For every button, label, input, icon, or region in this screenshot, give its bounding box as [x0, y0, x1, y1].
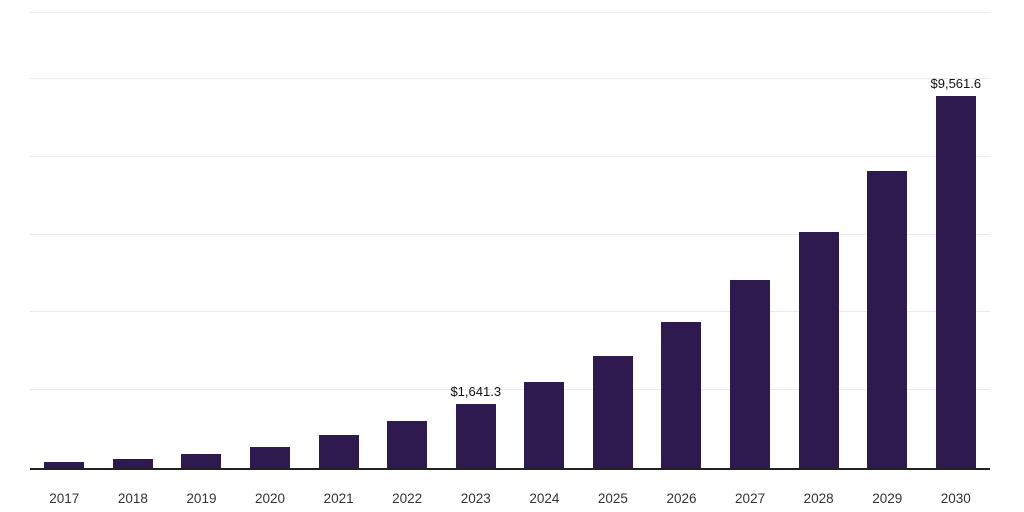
bar-2027 [730, 280, 771, 468]
gridline [30, 78, 990, 80]
x-tick-label-2019: 2019 [186, 491, 217, 506]
bar-slot-2025 [579, 13, 648, 468]
bar-2030 [935, 96, 976, 468]
x-tick-label-2030: 2030 [940, 491, 971, 506]
bar-slot-2022 [373, 13, 442, 468]
bar-slot-2023: $1,641.3 [441, 13, 510, 468]
bar-2029 [867, 171, 908, 468]
bar-2023 [455, 404, 496, 468]
bar-2019 [181, 454, 222, 468]
x-axis-labels: 2017 2018 2019 2020 2021 2022 2023 2024 2025 2026… [30, 491, 990, 506]
bar-2021 [318, 435, 359, 468]
x-tick-label-2021: 2021 [323, 491, 354, 506]
bar-value-label-2030: $9,561.6 [930, 76, 982, 92]
bar-2028 [798, 232, 839, 468]
x-tick-label-2022: 2022 [392, 491, 423, 506]
bar-2017 [44, 461, 85, 468]
x-tick-label-2026: 2026 [666, 491, 697, 506]
bar-slot-2026 [647, 13, 716, 468]
x-tick-label-2024: 2024 [529, 491, 560, 506]
bar-slot-2030: $9,561.6 [922, 13, 991, 468]
x-tick-label-2029: 2029 [872, 491, 903, 506]
plot-area: $1,641.3 $9,561.6 [30, 12, 990, 470]
bar-slot-2020 [236, 13, 305, 468]
bar-slot-2018 [99, 13, 168, 468]
bar-slot-2028 [784, 13, 853, 468]
bar-slot-2024 [510, 13, 579, 468]
bar-slot-2019 [167, 13, 236, 468]
x-tick-label-2025: 2025 [597, 491, 628, 506]
bar-2025 [592, 355, 633, 468]
bar-slot-2017 [30, 13, 99, 468]
bar-2024 [524, 382, 565, 468]
x-tick-label-2027: 2027 [735, 491, 766, 506]
gridline [30, 389, 990, 391]
x-tick-label-2017: 2017 [49, 491, 80, 506]
gridline [30, 311, 990, 313]
bar-2026 [661, 321, 702, 468]
bar-slot-2021 [304, 13, 373, 468]
x-tick-label-2028: 2028 [803, 491, 834, 506]
gridline [30, 155, 990, 157]
bar-2020 [250, 446, 291, 468]
bar-slot-2027 [716, 13, 785, 468]
x-tick-label-2023: 2023 [460, 491, 491, 506]
bar-value-label-2023: $1,641.3 [450, 384, 502, 400]
bar-2022 [387, 421, 428, 468]
bar-slot-2029 [853, 13, 922, 468]
gridline [30, 233, 990, 235]
bars-container: $1,641.3 $9,561.6 [30, 13, 990, 468]
x-tick-label-2020: 2020 [255, 491, 286, 506]
x-tick-label-2018: 2018 [117, 491, 148, 506]
bar-2018 [112, 459, 153, 468]
